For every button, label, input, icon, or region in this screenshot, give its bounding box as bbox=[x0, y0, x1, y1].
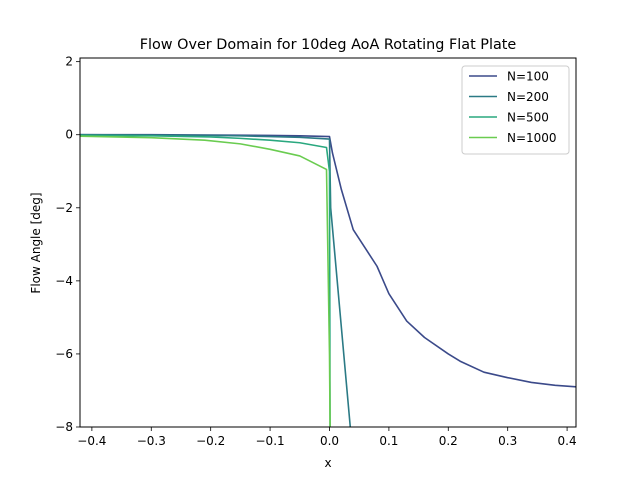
x-tick-label: 0.1 bbox=[379, 434, 398, 448]
x-axis-label: x bbox=[324, 456, 331, 470]
legend-label: N=200 bbox=[507, 90, 549, 104]
x-tick-label: 0.3 bbox=[498, 434, 517, 448]
y-axis: −8 −6 −4 −2 0 2 bbox=[55, 55, 80, 434]
plot-area bbox=[79, 57, 577, 428]
series-line-1 bbox=[80, 133, 576, 388]
y-tick-label: 2 bbox=[65, 55, 73, 69]
legend-label: N=500 bbox=[507, 111, 549, 125]
x-tick-label: −0.2 bbox=[196, 434, 225, 448]
x-axis: −0.4 −0.3 −0.2 −0.1 0.0 0.1 0.2 0.3 0.4 bbox=[77, 427, 577, 448]
x-tick-label: 0.2 bbox=[439, 434, 458, 448]
y-tick-label: −2 bbox=[55, 201, 73, 215]
series-line-4 bbox=[80, 135, 331, 427]
chart-title: Flow Over Domain for 10deg AoA Rotating … bbox=[140, 37, 517, 53]
legend: N=100 N=200 N=500 N=1000 bbox=[461, 65, 570, 155]
series-line-2 bbox=[80, 133, 352, 427]
legend-box bbox=[461, 65, 570, 155]
x-tick-label: 0.0 bbox=[320, 434, 339, 448]
plot-frame bbox=[79, 57, 577, 428]
series-lines bbox=[80, 133, 576, 427]
x-tick-label: −0.3 bbox=[137, 434, 166, 448]
y-tick-label: −4 bbox=[55, 274, 73, 288]
legend-label: N=100 bbox=[507, 70, 549, 84]
y-tick-label: −8 bbox=[55, 420, 73, 434]
y-axis-label: Flow Angle [deg] bbox=[29, 192, 43, 293]
x-tick-label: −0.4 bbox=[77, 434, 106, 448]
x-tick-label: 0.4 bbox=[558, 434, 577, 448]
y-tick-label: −6 bbox=[55, 347, 73, 361]
x-tick-label: −0.1 bbox=[256, 434, 285, 448]
series-line-3 bbox=[80, 134, 331, 427]
y-tick-label: 0 bbox=[65, 128, 73, 142]
legend-label: N=1000 bbox=[507, 131, 557, 145]
